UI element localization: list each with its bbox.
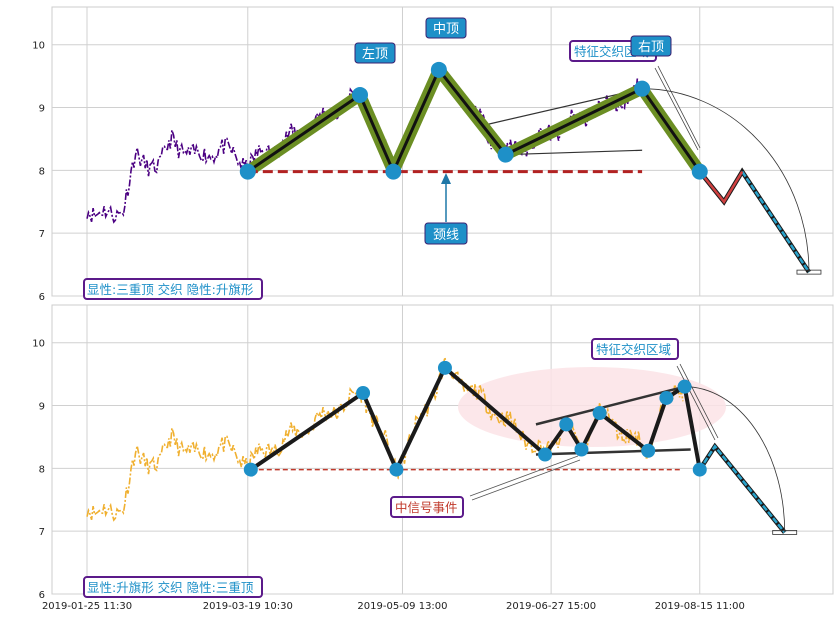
pattern-marker <box>659 390 674 405</box>
y-tick-label: 7 <box>39 229 45 240</box>
pattern-marker <box>634 80 651 97</box>
x-tick-label: 2019-05-09 13:00 <box>357 601 447 612</box>
bottom-zone-arrow <box>676 363 719 441</box>
summary-label-top: 显性:三重顶 交织 隐性:升旗形 <box>87 282 254 297</box>
x-tick-label: 2019-03-19 10:30 <box>203 601 293 612</box>
callout-feature-zone-bottom: 特征交织区域 <box>591 338 679 360</box>
bottom-feature-zone-lines <box>535 385 691 456</box>
bottom-feature-zone <box>458 367 726 447</box>
pattern-marker <box>239 163 256 180</box>
top-projection-line <box>741 170 811 273</box>
y-tick-label: 9 <box>39 402 45 413</box>
target-marker <box>772 530 798 535</box>
zone-lower-line <box>505 149 643 156</box>
callout-signal-event: 中信号事件 <box>390 496 464 518</box>
x-tick-label: 2019-01-25 11:30 <box>42 601 132 612</box>
top-callouts: 左顶 中顶 特征交织区域 右顶 颈线 显性:三重顶 交 <box>83 17 672 300</box>
top-pattern-markers <box>239 61 822 275</box>
feature-zone-label-top: 特征交织区域 <box>574 44 649 59</box>
bottom-pattern-markers <box>243 360 798 535</box>
pattern-marker <box>389 462 404 477</box>
pattern-marker <box>437 360 452 375</box>
x-axis-tick-labels: 2019-01-25 11:30 2019-03-19 10:30 2019-05-… <box>42 601 745 612</box>
callout-right-top: 右顶 <box>630 35 672 57</box>
pattern-marker <box>691 163 708 180</box>
top-grid <box>52 7 833 297</box>
pattern-marker <box>677 379 692 394</box>
y-tick-label: 10 <box>32 339 45 350</box>
feature-zone-label-bottom: 特征交织区域 <box>596 342 671 357</box>
middle-top-label: 中顶 <box>433 22 459 37</box>
neckline-label: 颈线 <box>433 228 459 243</box>
top-plot-frame <box>51 6 834 297</box>
x-tick-label: 2019-08-15 11:00 <box>655 601 745 612</box>
left-top-label: 左顶 <box>362 47 388 62</box>
top-projection-dip <box>698 170 744 204</box>
x-tick-label: 2019-06-27 15:00 <box>506 601 596 612</box>
y-tick-label: 6 <box>39 590 45 601</box>
summary-box-top: 显性:三重顶 交织 隐性:升旗形 <box>83 278 263 300</box>
bottom-target-arc <box>684 386 786 533</box>
pattern-marker <box>559 417 574 432</box>
zone-upper-line <box>535 385 685 426</box>
pattern-marker <box>574 442 589 457</box>
top-panel: 6 7 8 9 10 左顶 中顶 特征交织区域 <box>32 6 834 303</box>
target-marker <box>796 269 822 275</box>
callout-left-top: 左顶 <box>354 42 396 64</box>
top-y-tick-labels: 6 7 8 9 10 <box>32 41 45 303</box>
y-tick-label: 9 <box>39 104 45 115</box>
callout-middle-top: 中顶 <box>425 17 467 39</box>
pattern-marker <box>538 447 553 462</box>
pattern-marker <box>352 86 369 103</box>
pattern-marker <box>430 61 447 78</box>
bottom-signal-arrow <box>469 455 581 501</box>
callout-neckline: 颈线 <box>424 173 468 245</box>
bottom-plot-frame <box>51 304 834 595</box>
top-zone-arrow <box>654 65 701 151</box>
bottom-y-tick-labels: 6 7 8 9 10 <box>32 339 45 601</box>
summary-label-bottom: 显性:升旗形 交织 隐性:三重顶 <box>87 580 254 595</box>
y-tick-label: 8 <box>39 166 45 177</box>
y-tick-label: 6 <box>39 292 45 303</box>
pattern-marker <box>497 146 514 163</box>
pattern-marker <box>641 443 656 458</box>
y-tick-label: 10 <box>32 41 45 52</box>
top-target-arc <box>642 88 810 273</box>
pattern-marker <box>592 406 607 421</box>
right-top-label: 右顶 <box>638 40 664 55</box>
pattern-marker <box>243 462 258 477</box>
bottom-projection-line <box>698 444 786 534</box>
y-tick-label: 8 <box>39 464 45 475</box>
signal-event-label: 中信号事件 <box>395 500 458 515</box>
y-tick-label: 7 <box>39 527 45 538</box>
pattern-marker <box>692 462 707 477</box>
bottom-callouts: 特征交织区域 中信号事件 显性:升旗形 交织 隐性:三重顶 <box>83 338 679 598</box>
summary-box-bottom: 显性:升旗形 交织 隐性:三重顶 <box>83 576 263 598</box>
pattern-marker <box>356 385 371 400</box>
zone-lower-line <box>535 448 691 456</box>
pattern-marker <box>385 163 402 180</box>
